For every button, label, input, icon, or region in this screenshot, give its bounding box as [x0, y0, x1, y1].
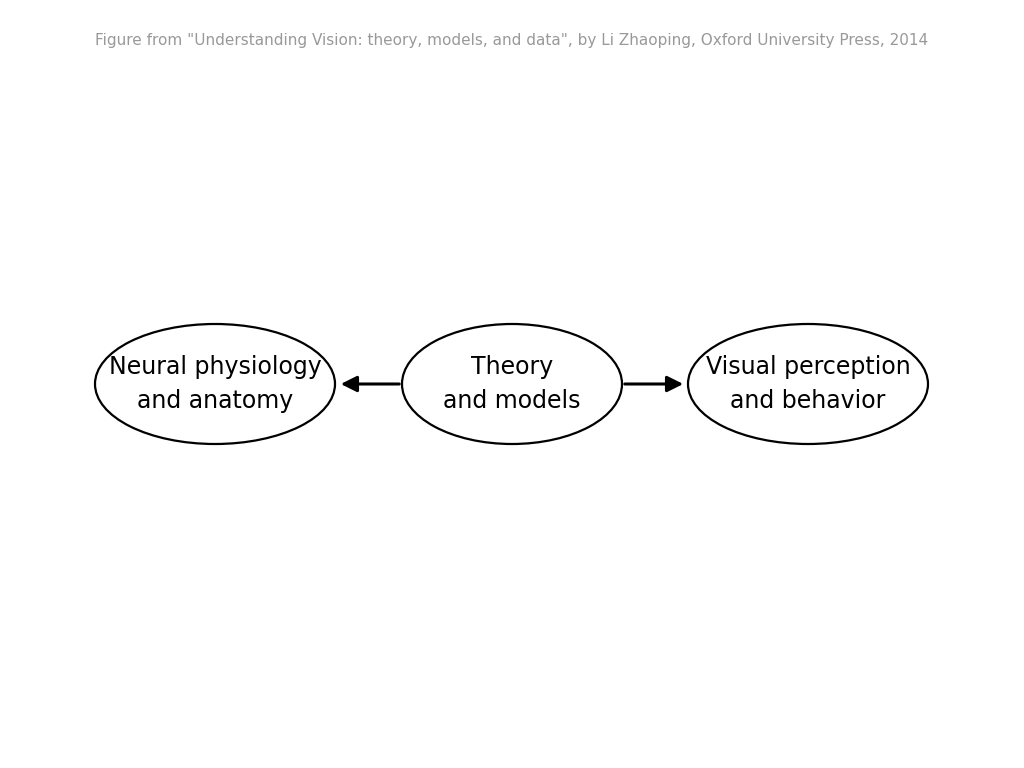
- Ellipse shape: [95, 324, 335, 444]
- Ellipse shape: [402, 324, 622, 444]
- Ellipse shape: [688, 324, 928, 444]
- Text: Neural physiology
and anatomy: Neural physiology and anatomy: [109, 356, 322, 412]
- Text: Figure from "Understanding Vision: theory, models, and data", by Li Zhaoping, Ox: Figure from "Understanding Vision: theor…: [95, 32, 929, 48]
- Text: Theory
and models: Theory and models: [443, 356, 581, 412]
- Text: Visual perception
and behavior: Visual perception and behavior: [706, 356, 910, 412]
